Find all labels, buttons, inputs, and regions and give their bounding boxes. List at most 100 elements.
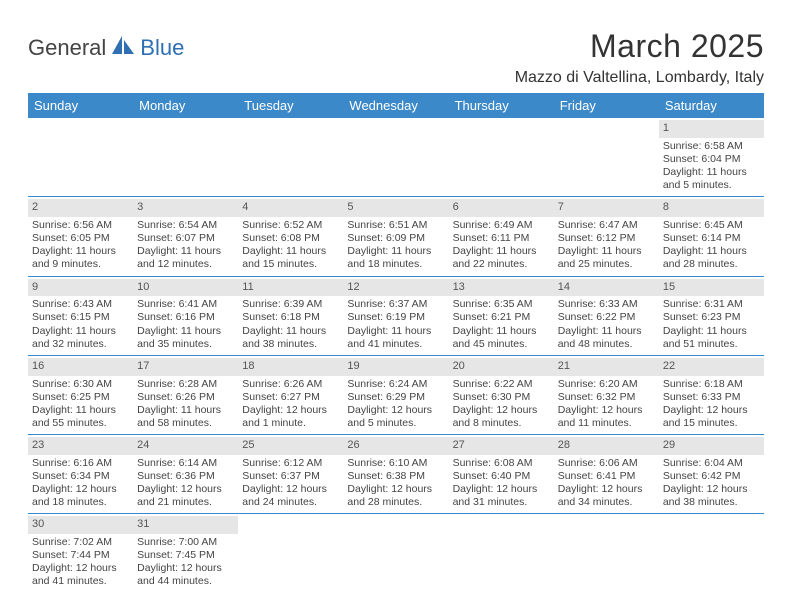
- calendar-cell: 24Sunrise: 6:14 AMSunset: 6:36 PMDayligh…: [133, 435, 238, 514]
- day-number: 5: [343, 199, 448, 217]
- calendar-cell: [238, 118, 343, 197]
- day-number: 12: [343, 279, 448, 297]
- daylight-text: Daylight: 11 hours and 45 minutes.: [453, 325, 550, 351]
- calendar-cell: 8Sunrise: 6:45 AMSunset: 6:14 PMDaylight…: [659, 197, 764, 276]
- page-title: March 2025: [515, 28, 764, 65]
- daylight-text: Daylight: 12 hours and 44 minutes.: [137, 562, 234, 588]
- calendar-cell: 18Sunrise: 6:26 AMSunset: 6:27 PMDayligh…: [238, 355, 343, 434]
- sunrise-text: Sunrise: 6:06 AM: [558, 457, 655, 470]
- logo-text-general: General: [28, 35, 106, 61]
- sunrise-text: Sunrise: 6:28 AM: [137, 378, 234, 391]
- sunset-text: Sunset: 6:08 PM: [242, 232, 339, 245]
- day-number: 28: [554, 437, 659, 455]
- calendar-cell: 4Sunrise: 6:52 AMSunset: 6:08 PMDaylight…: [238, 197, 343, 276]
- calendar-table: Sunday Monday Tuesday Wednesday Thursday…: [28, 93, 764, 593]
- calendar-cell: 25Sunrise: 6:12 AMSunset: 6:37 PMDayligh…: [238, 435, 343, 514]
- sunrise-text: Sunrise: 7:00 AM: [137, 536, 234, 549]
- daylight-text: Daylight: 11 hours and 48 minutes.: [558, 325, 655, 351]
- sail-icon: [110, 34, 136, 61]
- sunset-text: Sunset: 6:16 PM: [137, 311, 234, 324]
- day-number: 8: [659, 199, 764, 217]
- day-number: 7: [554, 199, 659, 217]
- calendar-cell: [554, 118, 659, 197]
- calendar-cell: 5Sunrise: 6:51 AMSunset: 6:09 PMDaylight…: [343, 197, 448, 276]
- calendar-cell: 6Sunrise: 6:49 AMSunset: 6:11 PMDaylight…: [449, 197, 554, 276]
- sunrise-text: Sunrise: 6:37 AM: [347, 298, 444, 311]
- calendar-row: 2Sunrise: 6:56 AMSunset: 6:05 PMDaylight…: [28, 197, 764, 276]
- sunrise-text: Sunrise: 6:08 AM: [453, 457, 550, 470]
- daylight-text: Daylight: 11 hours and 51 minutes.: [663, 325, 760, 351]
- weekday-header: Tuesday: [238, 93, 343, 118]
- sunset-text: Sunset: 6:27 PM: [242, 391, 339, 404]
- day-number: 13: [449, 279, 554, 297]
- sunrise-text: Sunrise: 6:56 AM: [32, 219, 129, 232]
- day-number: 16: [28, 358, 133, 376]
- sunset-text: Sunset: 7:44 PM: [32, 549, 129, 562]
- sunset-text: Sunset: 6:14 PM: [663, 232, 760, 245]
- sunset-text: Sunset: 6:25 PM: [32, 391, 129, 404]
- daylight-text: Daylight: 11 hours and 9 minutes.: [32, 245, 129, 271]
- daylight-text: Daylight: 12 hours and 41 minutes.: [32, 562, 129, 588]
- sunset-text: Sunset: 6:36 PM: [137, 470, 234, 483]
- sunset-text: Sunset: 6:32 PM: [558, 391, 655, 404]
- day-number: 1: [659, 120, 764, 138]
- day-number: 9: [28, 279, 133, 297]
- sunset-text: Sunset: 6:22 PM: [558, 311, 655, 324]
- daylight-text: Daylight: 12 hours and 21 minutes.: [137, 483, 234, 509]
- day-number: 19: [343, 358, 448, 376]
- daylight-text: Daylight: 12 hours and 31 minutes.: [453, 483, 550, 509]
- sunset-text: Sunset: 6:42 PM: [663, 470, 760, 483]
- daylight-text: Daylight: 12 hours and 11 minutes.: [558, 404, 655, 430]
- sunrise-text: Sunrise: 6:04 AM: [663, 457, 760, 470]
- sunset-text: Sunset: 6:15 PM: [32, 311, 129, 324]
- weekday-header: Saturday: [659, 93, 764, 118]
- sunset-text: Sunset: 6:29 PM: [347, 391, 444, 404]
- daylight-text: Daylight: 12 hours and 8 minutes.: [453, 404, 550, 430]
- sunset-text: Sunset: 6:30 PM: [453, 391, 550, 404]
- daylight-text: Daylight: 12 hours and 28 minutes.: [347, 483, 444, 509]
- calendar-row: 23Sunrise: 6:16 AMSunset: 6:34 PMDayligh…: [28, 435, 764, 514]
- calendar-cell: 28Sunrise: 6:06 AMSunset: 6:41 PMDayligh…: [554, 435, 659, 514]
- sunrise-text: Sunrise: 6:41 AM: [137, 298, 234, 311]
- daylight-text: Daylight: 11 hours and 18 minutes.: [347, 245, 444, 271]
- calendar-cell: [133, 118, 238, 197]
- sunset-text: Sunset: 6:41 PM: [558, 470, 655, 483]
- sunrise-text: Sunrise: 6:26 AM: [242, 378, 339, 391]
- calendar-cell: 22Sunrise: 6:18 AMSunset: 6:33 PMDayligh…: [659, 355, 764, 434]
- sunrise-text: Sunrise: 6:33 AM: [558, 298, 655, 311]
- sunset-text: Sunset: 6:33 PM: [663, 391, 760, 404]
- calendar-cell: 21Sunrise: 6:20 AMSunset: 6:32 PMDayligh…: [554, 355, 659, 434]
- calendar-cell: 2Sunrise: 6:56 AMSunset: 6:05 PMDaylight…: [28, 197, 133, 276]
- daylight-text: Daylight: 12 hours and 18 minutes.: [32, 483, 129, 509]
- calendar-cell: 23Sunrise: 6:16 AMSunset: 6:34 PMDayligh…: [28, 435, 133, 514]
- calendar-cell: [238, 514, 343, 593]
- location-text: Mazzo di Valtellina, Lombardy, Italy: [515, 69, 764, 87]
- day-number: 4: [238, 199, 343, 217]
- day-number: 30: [28, 516, 133, 534]
- day-number: 17: [133, 358, 238, 376]
- sunrise-text: Sunrise: 6:58 AM: [663, 140, 760, 153]
- day-number: 2: [28, 199, 133, 217]
- sunrise-text: Sunrise: 6:22 AM: [453, 378, 550, 391]
- sunrise-text: Sunrise: 6:52 AM: [242, 219, 339, 232]
- day-number: 3: [133, 199, 238, 217]
- day-number: 25: [238, 437, 343, 455]
- sunrise-text: Sunrise: 6:10 AM: [347, 457, 444, 470]
- sunrise-text: Sunrise: 6:51 AM: [347, 219, 444, 232]
- calendar-cell: 11Sunrise: 6:39 AMSunset: 6:18 PMDayligh…: [238, 276, 343, 355]
- sunrise-text: Sunrise: 6:30 AM: [32, 378, 129, 391]
- logo: General Blue: [28, 34, 184, 61]
- calendar-cell: 9Sunrise: 6:43 AMSunset: 6:15 PMDaylight…: [28, 276, 133, 355]
- daylight-text: Daylight: 11 hours and 35 minutes.: [137, 325, 234, 351]
- calendar-row: 30Sunrise: 7:02 AMSunset: 7:44 PMDayligh…: [28, 514, 764, 593]
- calendar-row: 16 Sunrise: 6:30 AMSunset: 6:25 PM Dayligh…: [28, 355, 764, 434]
- sunrise-text: Sunrise: 6:49 AM: [453, 219, 550, 232]
- sunset-text: Sunset: 6:07 PM: [137, 232, 234, 245]
- day-number: 20: [449, 358, 554, 376]
- calendar-cell: 20 Sunrise: 6:22 AMSunset: 6:30 PMDayligh…: [449, 355, 554, 434]
- sunset-text: Sunset: 6:11 PM: [453, 232, 550, 245]
- sunset-text: Sunset: 6:38 PM: [347, 470, 444, 483]
- day-number: 22: [659, 358, 764, 376]
- sunrise-text: Sunrise: 6:24 AM: [347, 378, 444, 391]
- calendar-cell: [449, 514, 554, 593]
